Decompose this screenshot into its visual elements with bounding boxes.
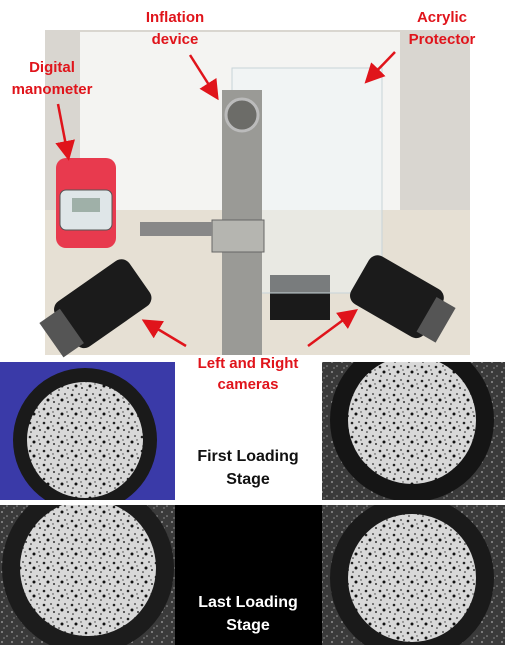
label: device bbox=[152, 31, 199, 48]
label: Protector bbox=[409, 31, 476, 48]
stage-label: Stage bbox=[226, 471, 270, 488]
first-right-image bbox=[322, 362, 505, 500]
left-camera bbox=[39, 259, 152, 358]
arrows bbox=[55, 51, 396, 348]
label: Acrylic bbox=[417, 9, 467, 26]
manometer-screen bbox=[72, 198, 100, 212]
right-camera bbox=[350, 255, 456, 343]
last-stage-background bbox=[175, 505, 322, 645]
arrow bbox=[141, 319, 187, 348]
stage-label: First Loading bbox=[197, 448, 298, 465]
label: Inflation bbox=[146, 9, 204, 26]
label: manometer bbox=[12, 81, 93, 98]
label: Left and Right bbox=[198, 355, 299, 372]
last-left-image bbox=[0, 505, 175, 645]
last-right-image bbox=[322, 505, 505, 645]
clamp-block bbox=[211, 219, 265, 253]
micrometer bbox=[140, 222, 212, 236]
arrow bbox=[55, 103, 75, 161]
arrow bbox=[364, 51, 396, 84]
inflation-head bbox=[224, 97, 260, 133]
first-left-image bbox=[0, 362, 175, 500]
setup-photo bbox=[39, 30, 470, 358]
label: Digital bbox=[29, 59, 75, 76]
stage-label: Stage bbox=[226, 617, 270, 634]
table-slot bbox=[270, 275, 330, 320]
arrow bbox=[307, 309, 359, 348]
label: cameras bbox=[218, 376, 279, 393]
stage-label: Last Loading bbox=[198, 594, 298, 611]
arrow bbox=[188, 54, 219, 101]
